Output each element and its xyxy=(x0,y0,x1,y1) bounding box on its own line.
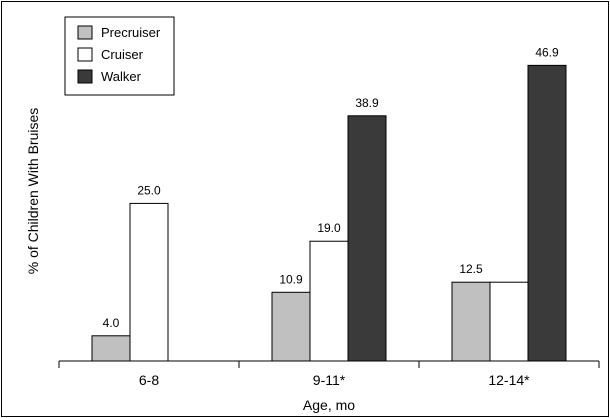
chart-marks: 4.0 25.0 6-8 10.9 19.0 38.9 9-11* 12.5 46.9 12-14… xyxy=(58,45,600,388)
data-label-precruiser-9-11: 10.9 xyxy=(279,272,303,286)
data-label-walker-9-11: 38.9 xyxy=(355,96,379,110)
x-tick-label: 6-8 xyxy=(139,372,159,388)
legend-swatch-precruiser xyxy=(77,25,93,40)
bar-cruiser-6-8 xyxy=(129,202,169,362)
data-label-cruiser-6-8: 25.0 xyxy=(137,183,161,197)
bar-precruiser-6-8 xyxy=(91,335,131,362)
bar-precruiser-9-11 xyxy=(271,291,311,362)
data-label-precruiser-6-8: 4.0 xyxy=(103,316,120,330)
legend-label-walker: Walker xyxy=(101,69,142,84)
x-tick-label: 9-11* xyxy=(313,372,346,388)
bar-walker-12-14 xyxy=(527,64,567,362)
legend-label-cruiser: Cruiser xyxy=(101,47,144,62)
bar-precruiser-12-14 xyxy=(451,281,491,362)
legend: Precruiser Cruiser Walker xyxy=(64,16,175,96)
bar-cruiser-12-14 xyxy=(489,281,529,362)
legend-swatch-cruiser xyxy=(77,47,93,62)
bar-walker-9-11 xyxy=(347,115,387,362)
bar-cruiser-9-11 xyxy=(309,240,349,362)
data-label-cruiser-9-11: 19.0 xyxy=(317,221,341,235)
data-label-precruiser-12-14: 12.5 xyxy=(459,262,483,276)
data-label-walker-12-14: 46.9 xyxy=(535,45,559,59)
y-axis-title: % of Children With Bruises xyxy=(25,108,41,275)
x-tick-label: 12-14* xyxy=(488,372,530,388)
legend-label-precruiser: Precruiser xyxy=(101,25,161,40)
x-axis-title: Age, mo xyxy=(303,397,355,413)
legend-swatch-walker xyxy=(77,69,93,84)
